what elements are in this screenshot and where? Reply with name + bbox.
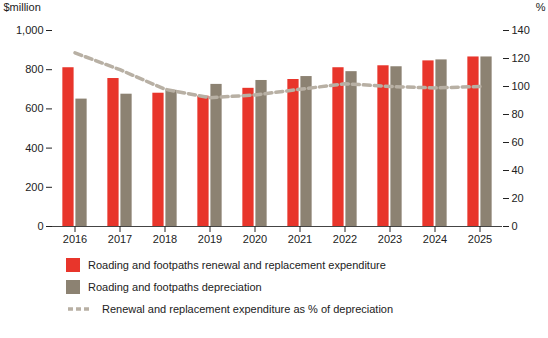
svg-text:0: 0: [512, 220, 518, 232]
svg-text:1,000: 1,000: [16, 24, 44, 36]
svg-text:2022: 2022: [333, 233, 357, 245]
svg-text:2018: 2018: [153, 233, 177, 245]
svg-text:40: 40: [512, 164, 524, 176]
svg-text:0: 0: [37, 220, 43, 232]
svg-text:2025: 2025: [468, 233, 492, 245]
svg-text:400: 400: [25, 142, 43, 154]
svg-text:200: 200: [25, 181, 43, 193]
svg-text:140: 140: [512, 24, 530, 36]
svg-text:2019: 2019: [198, 233, 222, 245]
svg-text:60: 60: [512, 136, 524, 148]
svg-text:2023: 2023: [378, 233, 402, 245]
html-text:Renewal and replacement expend: Renewal and replacement expenditure as %…: [102, 303, 394, 315]
svg-text:800: 800: [25, 63, 43, 75]
svg-text:120: 120: [512, 52, 530, 64]
svg-text:600: 600: [25, 102, 43, 114]
html-text:Roading and footpaths renewal: Roading and footpaths renewal and replac…: [88, 259, 386, 271]
svg-text:2016: 2016: [63, 233, 87, 245]
html-text:Roading and footpaths deprecia: Roading and footpaths depreciation: [88, 281, 262, 293]
svg-text:2020: 2020: [243, 233, 267, 245]
svg-text:20: 20: [512, 192, 524, 204]
svg-text:%: %: [536, 1, 546, 13]
svg-text:2021: 2021: [288, 233, 312, 245]
svg-text:100: 100: [512, 80, 530, 92]
svg-text:80: 80: [512, 108, 524, 120]
svg-text:2024: 2024: [423, 233, 447, 245]
svg-text:2017: 2017: [108, 233, 132, 245]
svg-text:$million: $million: [4, 1, 41, 13]
